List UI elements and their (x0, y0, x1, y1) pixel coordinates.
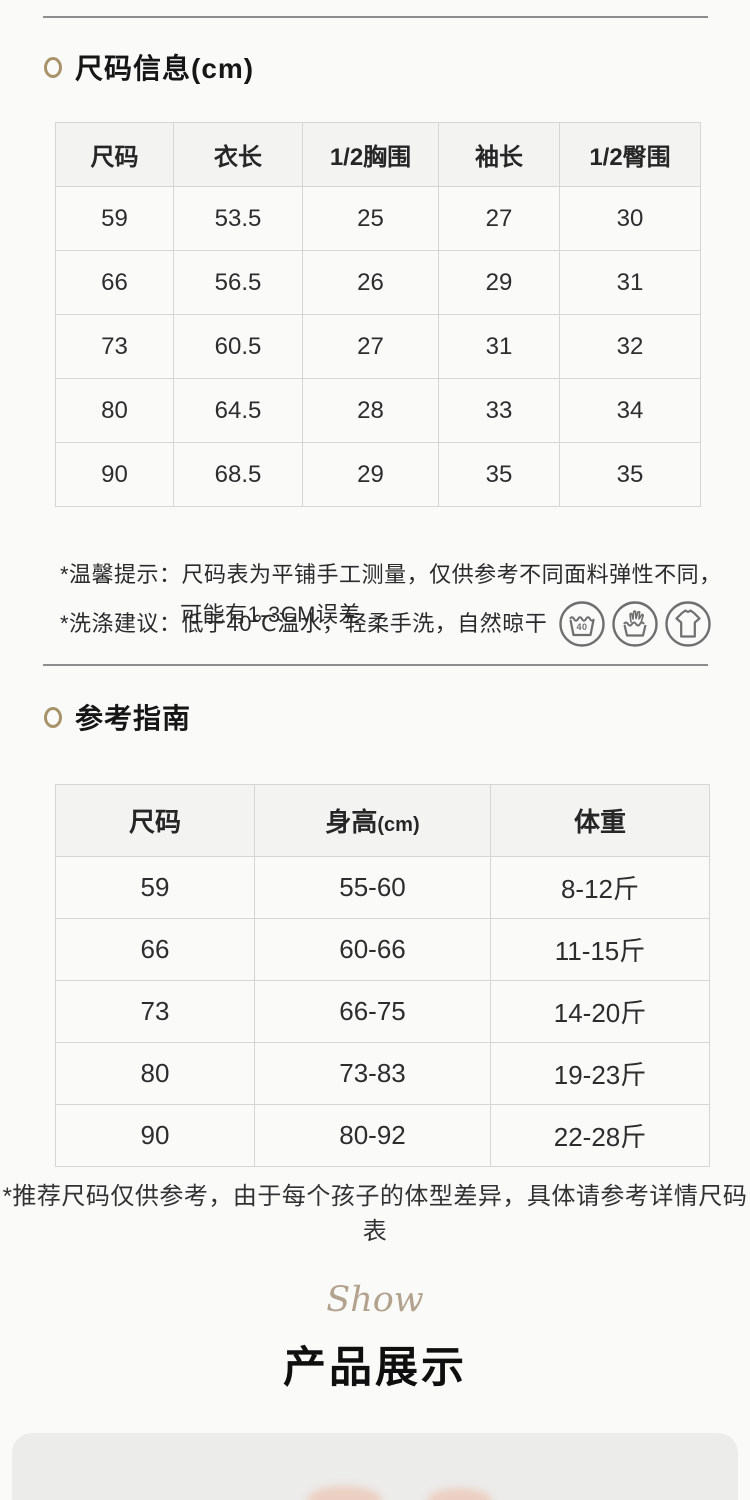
bullet-ring-icon (44, 56, 62, 78)
table-cell: 8-12斤 (490, 856, 710, 919)
size-table-row: 80 64.5 28 33 34 (55, 378, 701, 443)
table-cell: 28 (302, 378, 439, 443)
table-cell: 26 (302, 250, 439, 315)
table-cell: 73-83 (254, 1042, 491, 1105)
top-divider (43, 16, 708, 18)
column-header: 袖长 (438, 122, 560, 187)
table-cell: 31 (559, 250, 701, 315)
table-cell: 31 (438, 314, 560, 379)
photo-fragment (427, 1488, 492, 1500)
product-showcase-title: 产品展示 (283, 1344, 467, 1392)
size-table-row: 66 56.5 26 29 31 (55, 250, 701, 315)
hand-wash-icon (612, 601, 658, 647)
reference-table-row: 90 80-92 22-28斤 (55, 1104, 710, 1167)
reference-guide-heading: 参考指南 (44, 697, 191, 737)
wash-temp-label: 40 (577, 622, 588, 632)
table-cell: 60-66 (254, 918, 491, 981)
column-header: 尺码 (55, 122, 174, 187)
size-info-title: 尺码信息(cm) (75, 53, 255, 84)
table-cell: 59 (55, 856, 255, 919)
product-photo-card (12, 1433, 738, 1500)
reference-guide-title: 参考指南 (75, 703, 192, 734)
height-unit-label: (cm) (377, 814, 420, 836)
table-cell: 22-28斤 (490, 1104, 710, 1167)
bullet-ring-icon (44, 706, 62, 728)
column-header: 尺码 (55, 784, 255, 857)
table-cell: 66 (55, 918, 255, 981)
table-cell: 30 (559, 186, 701, 251)
table-cell: 80-92 (254, 1104, 491, 1167)
table-cell: 60.5 (173, 314, 303, 379)
photo-fragment (307, 1486, 382, 1500)
table-cell: 27 (438, 186, 560, 251)
table-cell: 35 (559, 442, 701, 507)
recommendation-note: *推荐尺码仅供参考，由于每个孩子的体型差异，具体请参考详情尺码表 (2, 1183, 748, 1245)
reference-table-row: 73 66-75 14-20斤 (55, 980, 710, 1043)
table-cell: 19-23斤 (490, 1042, 710, 1105)
shirt-icon (665, 601, 711, 647)
table-cell: 35 (438, 442, 560, 507)
table-cell: 68.5 (173, 442, 303, 507)
size-info-heading: 尺码信息(cm) (44, 47, 254, 87)
wash-tub-40-icon: 40 (559, 601, 605, 647)
table-cell: 29 (438, 250, 560, 315)
table-cell: 25 (302, 186, 439, 251)
table-cell: 34 (559, 378, 701, 443)
table-cell: 80 (55, 378, 174, 443)
table-cell: 11-15斤 (490, 918, 710, 981)
table-cell: 73 (55, 314, 174, 379)
column-header: 衣长 (173, 122, 303, 187)
size-table-row: 59 53.5 25 27 30 (55, 186, 701, 251)
column-header: 体重 (490, 784, 710, 857)
reference-table-header-row: 尺码 身高(cm) 体重 (55, 784, 710, 857)
show-script-text: Show (326, 1280, 424, 1320)
table-cell: 66-75 (254, 980, 491, 1043)
table-cell: 64.5 (173, 378, 303, 443)
table-cell: 66 (55, 250, 174, 315)
column-header: 身高(cm) (254, 784, 491, 857)
table-cell: 56.5 (173, 250, 303, 315)
measure-tip-note: *温馨提示：尺码表为平铺手工测量，仅供参考不同面料弹性不同， 可能有1-3CM误… (60, 555, 725, 635)
table-cell: 53.5 (173, 186, 303, 251)
size-table-row: 90 68.5 29 35 35 (55, 442, 701, 507)
table-cell: 29 (302, 442, 439, 507)
table-cell: 80 (55, 1042, 255, 1105)
table-cell: 32 (559, 314, 701, 379)
table-cell: 55-60 (254, 856, 491, 919)
wash-advice-text: *洗涤建议：低于40℃温水，轻柔手洗，自然晾干 (60, 611, 548, 636)
column-header: 1/2臀围 (559, 122, 701, 187)
reference-table: 尺码 身高(cm) 体重 59 55-60 8-12斤 66 60-66 11-… (55, 784, 710, 1167)
tip-line-2: 可能有1-3CM误差 (180, 602, 362, 627)
table-cell: 14-20斤 (490, 980, 710, 1043)
reference-table-row: 80 73-83 19-23斤 (55, 1042, 710, 1105)
table-cell: 33 (438, 378, 560, 443)
reference-table-row: 59 55-60 8-12斤 (55, 856, 710, 919)
table-cell: 90 (55, 442, 174, 507)
table-cell: 90 (55, 1104, 255, 1167)
table-cell: 73 (55, 980, 255, 1043)
wash-advice-row: *洗涤建议：低于40℃温水，轻柔手洗，自然晾干 40 (60, 600, 720, 648)
section-divider (43, 664, 708, 666)
size-table-header-row: 尺码 衣长 1/2胸围 袖长 1/2臀围 (55, 122, 701, 187)
reference-table-row: 66 60-66 11-15斤 (55, 918, 710, 981)
table-cell: 27 (302, 314, 439, 379)
size-table-row: 73 60.5 27 31 32 (55, 314, 701, 379)
table-cell: 59 (55, 186, 174, 251)
column-header: 1/2胸围 (302, 122, 439, 187)
tip-line-1: *温馨提示：尺码表为平铺手工测量，仅供参考不同面料弹性不同， (60, 562, 722, 587)
size-table: 尺码 衣长 1/2胸围 袖长 1/2臀围 59 53.5 25 27 30 66… (55, 122, 701, 507)
